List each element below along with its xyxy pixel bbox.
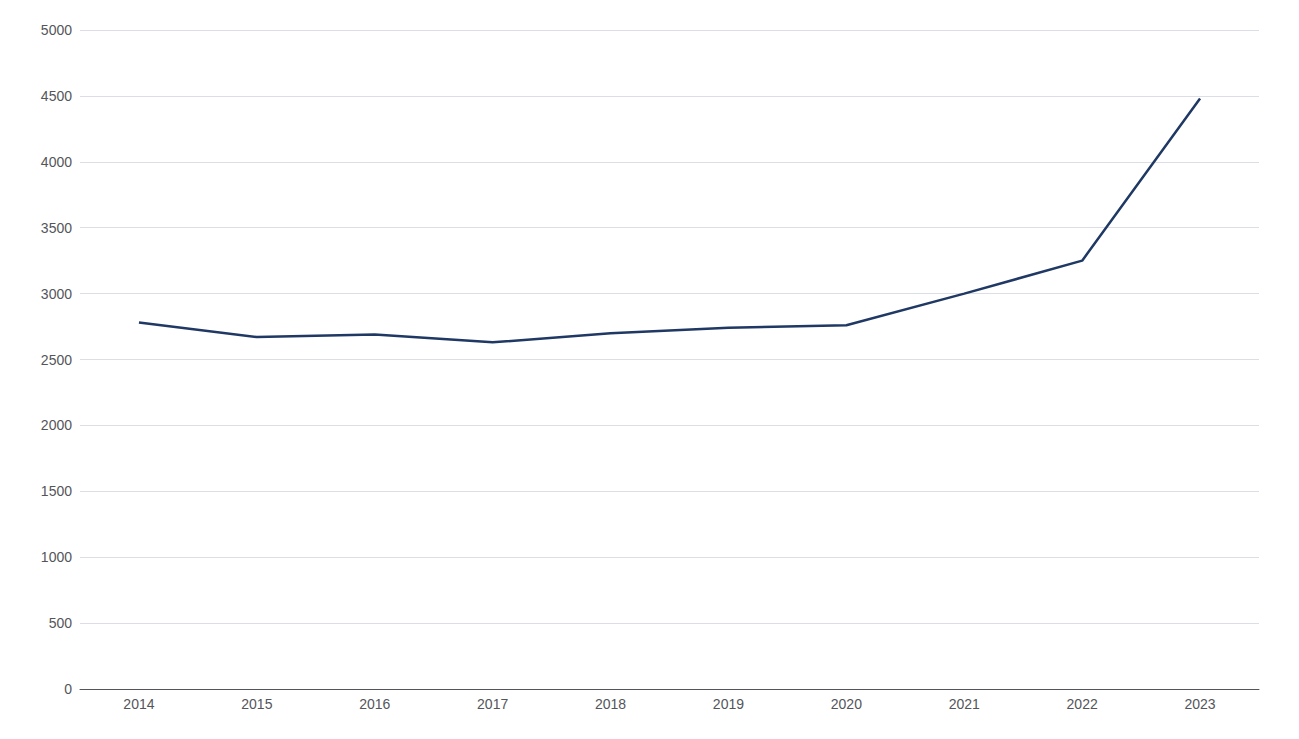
svg-text:2000: 2000: [41, 417, 72, 433]
svg-text:2023: 2023: [1184, 696, 1215, 712]
svg-text:2019: 2019: [713, 696, 744, 712]
svg-text:2015: 2015: [241, 696, 272, 712]
svg-text:2500: 2500: [41, 352, 72, 368]
svg-text:3000: 3000: [41, 286, 72, 302]
svg-text:1500: 1500: [41, 483, 72, 499]
svg-text:1000: 1000: [41, 549, 72, 565]
svg-text:3500: 3500: [41, 220, 72, 236]
svg-text:2021: 2021: [949, 696, 980, 712]
svg-text:2022: 2022: [1067, 696, 1098, 712]
svg-text:2014: 2014: [123, 696, 154, 712]
svg-text:4000: 4000: [41, 154, 72, 170]
svg-text:0: 0: [64, 681, 72, 697]
svg-text:5000: 5000: [41, 22, 72, 38]
svg-text:2016: 2016: [359, 696, 390, 712]
svg-text:2017: 2017: [477, 696, 508, 712]
svg-text:2018: 2018: [595, 696, 626, 712]
svg-text:500: 500: [49, 615, 73, 631]
svg-text:4500: 4500: [41, 88, 72, 104]
svg-text:2020: 2020: [831, 696, 862, 712]
